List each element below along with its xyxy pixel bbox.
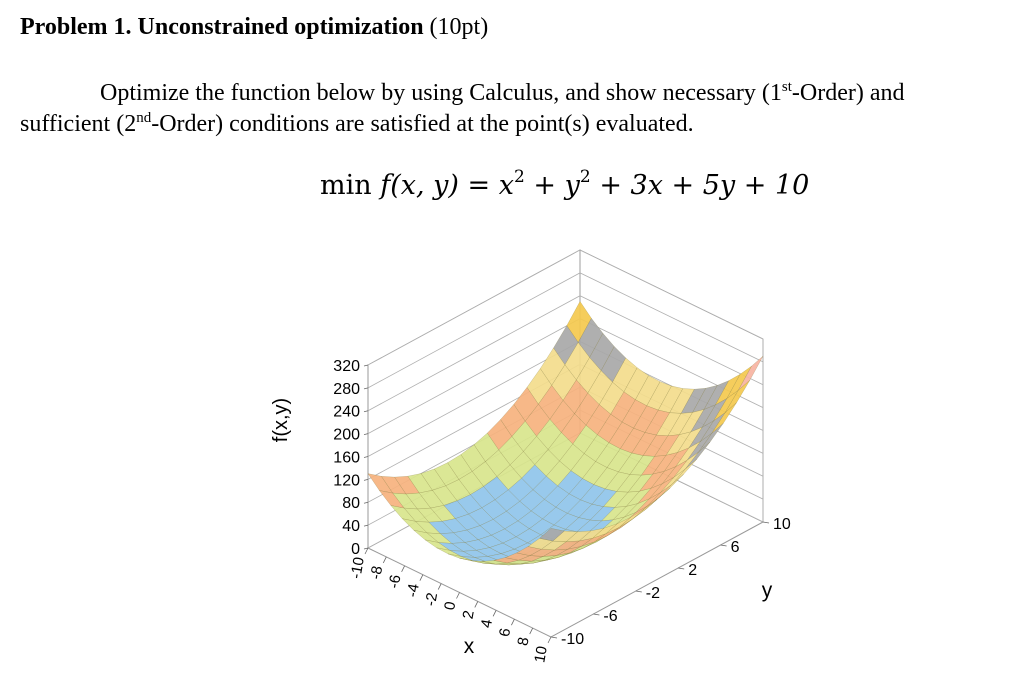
x-tick-mark <box>474 601 479 608</box>
statement-text-2a: sufficient (2 <box>20 111 137 137</box>
y-tick-mark <box>593 613 600 616</box>
z-tick-label: 160 <box>333 449 360 466</box>
problem-heading: Problem 1. Unconstrained optimization <box>20 14 424 40</box>
x-tick-label: 2 <box>460 609 478 620</box>
gridline <box>367 249 764 366</box>
x-tick-mark <box>437 583 442 590</box>
eq-min: min <box>320 170 372 201</box>
x-tick-label: 4 <box>478 618 496 629</box>
x-tick-mark <box>511 619 515 626</box>
statement-text-1a: Optimize the function below by using Cal… <box>100 80 782 106</box>
y-tick-mark <box>762 521 770 524</box>
x-tick-label: -10 <box>347 556 368 580</box>
surface-plot: 0 40 80 120 160 200 240 280 320 -10 -8 -6 -4 -2 0 2 4 6 8 1… <box>255 230 795 670</box>
y-tick-mark <box>550 636 558 639</box>
surface-patch <box>539 528 565 542</box>
problem-title: Problem 1. Unconstrained optimization (1… <box>20 12 488 42</box>
eq-rest: + 3x + 5y + 10 <box>599 170 810 201</box>
x-tick-label: -8 <box>367 565 386 581</box>
problem-points: (10pt) <box>429 14 489 40</box>
problem-statement: Optimize the function below by using Cal… <box>20 78 1010 140</box>
x-tick-label: -4 <box>404 582 423 598</box>
z-axis-label: f(x,y) <box>270 398 292 442</box>
x-tick-mark <box>419 574 424 581</box>
x-tick-mark <box>547 636 552 644</box>
x-tick-label: 10 <box>531 645 551 664</box>
x-tick-mark <box>364 547 369 555</box>
z-tick-mark <box>363 478 369 481</box>
x-tick-mark <box>456 592 460 599</box>
z-tick-label: 320 <box>333 358 360 375</box>
z-tick-label: 80 <box>342 495 360 512</box>
x-axis-label: x <box>464 635 475 658</box>
x-tick-label: -6 <box>385 574 404 590</box>
eq-f: f <box>380 170 391 201</box>
z-tick-mark <box>363 387 369 390</box>
statement-line-2: sufficient (2nd-Order) conditions are sa… <box>20 109 1010 140</box>
eq-plus: + <box>533 170 557 201</box>
z-tick-label: 120 <box>333 472 360 489</box>
y-tick-label: 2 <box>688 562 697 579</box>
x-tick-mark <box>401 565 405 572</box>
x-tick-label: -2 <box>422 591 441 607</box>
objective-equation: min f(x, y) = x2 + y2 + 3x + 5y + 10 <box>320 168 809 204</box>
eq-args: (x, y) <box>390 170 459 201</box>
y-tick-label: -6 <box>603 608 617 625</box>
z-tick-mark <box>363 433 369 435</box>
y-axis-label: y <box>762 579 773 602</box>
y-tick-label: -2 <box>646 585 660 602</box>
x-tick-label: 0 <box>441 600 459 611</box>
z-tick-mark <box>363 524 369 527</box>
statement-text-1b: -Order) and <box>791 80 905 106</box>
eq-y: y <box>564 170 580 201</box>
superscript-st: st <box>781 79 792 95</box>
z-tick-label: 40 <box>342 518 360 535</box>
gridline <box>367 272 764 389</box>
z-tick-mark <box>363 547 369 550</box>
eq-equals: = <box>467 170 491 201</box>
z-tick-label: 200 <box>333 427 360 444</box>
eq-x-exponent: 2 <box>514 167 525 187</box>
y-tick-label: 6 <box>731 539 740 556</box>
z-tick-mark <box>363 456 369 458</box>
z-tick-mark <box>363 364 369 367</box>
x-tick-label: 6 <box>496 627 514 638</box>
x-tick-mark <box>492 610 497 617</box>
z-tick-label: 0 <box>351 541 360 558</box>
surface-layer <box>367 301 764 566</box>
y-tick-mark <box>678 567 685 570</box>
y-axis-line <box>550 521 764 638</box>
z-tick-label: 280 <box>333 381 360 398</box>
x-tick-label: 8 <box>514 636 532 647</box>
x-tick-mark <box>382 556 387 564</box>
eq-x: x <box>498 170 514 201</box>
y-tick-mark <box>635 590 642 593</box>
z-tick-mark <box>363 410 369 413</box>
z-tick-mark <box>363 501 369 504</box>
superscript-nd: nd <box>136 110 152 126</box>
gridline <box>367 295 764 412</box>
z-tick-label: 240 <box>333 404 360 421</box>
statement-text-2b: -Order) conditions are satisfied at the … <box>151 111 694 137</box>
y-tick-label: -10 <box>561 631 584 648</box>
x-tick-mark <box>529 627 534 635</box>
eq-y-exponent: 2 <box>579 167 591 187</box>
y-tick-label: 10 <box>773 516 791 533</box>
statement-line-1: Optimize the function below by using Cal… <box>20 78 1010 109</box>
y-tick-mark <box>720 544 727 547</box>
